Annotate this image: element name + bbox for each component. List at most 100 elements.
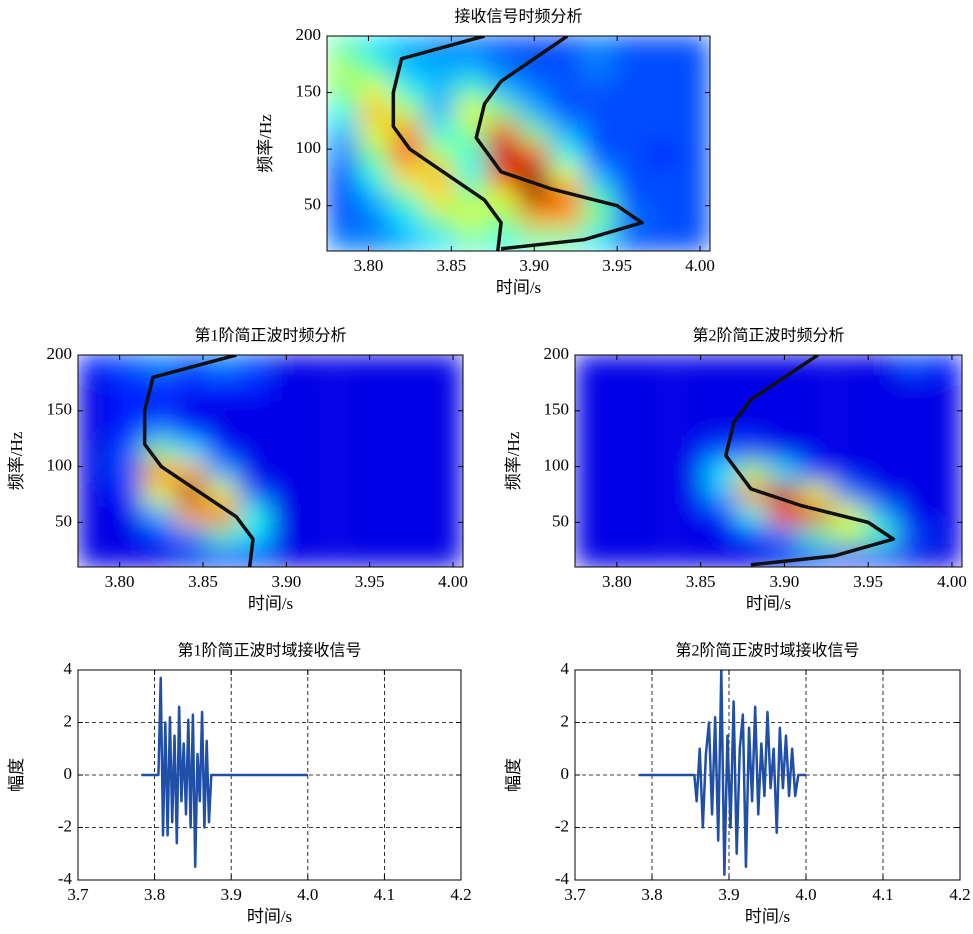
- axes-frame: [77, 354, 464, 568]
- heatmap-cell: [175, 481, 208, 504]
- x-tick-label: 4.2: [949, 885, 970, 904]
- heatmap-cell: [865, 375, 898, 398]
- heatmap-cell: [607, 396, 640, 420]
- subplot: 3.80 3.85 3.90 3.95 4.00 50 100 150 200 接收信号时频分析时…: [256, 8, 715, 297]
- heatmap-cell: [390, 207, 423, 230]
- y-tick-label: -4: [58, 869, 73, 888]
- heatmap-cell: [677, 36, 710, 58]
- heatmap-cell: [398, 460, 431, 483]
- heatmap-cell: [390, 186, 423, 209]
- heatmap-cell: [672, 460, 706, 483]
- heatmap-cell: [175, 418, 208, 441]
- heatmap-cell: [270, 545, 303, 567]
- y-tick-label: -4: [555, 869, 570, 888]
- heatmap-cell: [704, 396, 738, 420]
- heatmap-cell: [736, 396, 769, 420]
- subplot: 3.7 3.8 3.9 4.0 4.1 4.2 -4 -2 0 2 4 第1阶简正波时域接收信号时间/…: [7, 642, 472, 926]
- heatmap-cell: [639, 545, 672, 567]
- heatmap-cell: [799, 396, 833, 420]
- y-tick-label: 0: [64, 764, 73, 783]
- heatmap-cell: [736, 418, 769, 441]
- ridge-line: [474, 36, 644, 251]
- heatmap-cell: [270, 502, 303, 526]
- heatmap-cell: [736, 545, 769, 567]
- heatmap-cell: [704, 481, 738, 504]
- heatmap-cell: [335, 481, 368, 504]
- heatmap-cell: [639, 524, 672, 547]
- heatmap-cell: [141, 545, 175, 567]
- heatmap-cell: [390, 100, 423, 123]
- heatmap-cell: [78, 524, 111, 547]
- heatmap-cell: [423, 207, 456, 230]
- heatmap-cell: [518, 207, 551, 230]
- heatmap-cell: [327, 121, 360, 144]
- heatmap-cell: [366, 524, 400, 547]
- heatmap: [78, 355, 463, 567]
- y-axis-label: 频率/Hz: [504, 431, 523, 490]
- heatmap-cell: [518, 78, 551, 101]
- heatmap-cell: [639, 439, 672, 462]
- heatmap-cell: [833, 396, 867, 420]
- y-tick-label: 2: [64, 711, 73, 730]
- heatmap-cell: [582, 78, 616, 101]
- heatmap-cell: [897, 545, 930, 567]
- x-tick-label: 4.1: [872, 885, 893, 904]
- plot-area: [327, 36, 710, 251]
- plot-area: [78, 355, 463, 567]
- heatmap-cell: [865, 502, 898, 526]
- heatmap-cell: [301, 355, 335, 377]
- heatmap-cell: [672, 396, 706, 420]
- heatmap-cell: [175, 375, 208, 398]
- heatmap-cell: [206, 418, 240, 441]
- heatmap-cell: [454, 121, 488, 144]
- heatmap-cell: [430, 418, 463, 441]
- y-axis-label: 频率/Hz: [256, 114, 275, 173]
- heatmap-cell: [865, 355, 898, 377]
- ridge-line: [391, 36, 503, 251]
- y-tick-label: 4: [561, 659, 570, 678]
- x-tick-label: 3.90: [519, 256, 549, 275]
- y-tick-label: 50: [552, 511, 569, 530]
- heatmap-cell: [672, 418, 706, 441]
- heatmap-cell: [175, 524, 208, 547]
- x-tick-label: 3.85: [436, 256, 466, 275]
- heatmap-cell: [704, 524, 738, 547]
- heatmap-cell: [928, 524, 962, 547]
- heatmap-cell: [110, 545, 143, 567]
- heatmap-cell: [141, 502, 175, 526]
- heatmap-cell: [301, 460, 335, 483]
- heatmap-cell: [238, 481, 271, 504]
- heatmap-cell: [486, 57, 519, 80]
- heatmap-cell: [645, 164, 679, 187]
- heatmap-cell: [928, 355, 962, 377]
- heatmap-cell: [423, 164, 456, 187]
- heatmap-cell: [486, 143, 519, 166]
- heatmap-cell: [301, 396, 335, 420]
- heatmap-cell: [78, 375, 111, 398]
- heatmap-cell: [430, 545, 463, 567]
- heatmap-cell: [366, 502, 400, 526]
- heatmap-cell: [390, 36, 423, 58]
- heatmap-cell: [358, 100, 392, 123]
- ridge-line: [724, 355, 896, 567]
- heatmap-cell: [327, 36, 360, 58]
- heatmap-cell: [704, 439, 738, 462]
- heatmap-cell: [335, 396, 368, 420]
- heatmap-cell: [175, 502, 208, 526]
- y-tick-label: 100: [47, 455, 73, 474]
- heatmap-cell: [672, 545, 706, 567]
- heatmap-cell: [358, 143, 392, 166]
- heatmap-cell: [423, 186, 456, 209]
- heatmap-cell: [897, 502, 930, 526]
- y-tick-label: 200: [47, 344, 73, 363]
- heatmap-cell: [390, 229, 423, 251]
- heatmap-cell: [897, 418, 930, 441]
- heatmap-cell: [454, 229, 488, 251]
- heatmap-cell: [928, 418, 962, 441]
- y-tick-label: 2: [561, 711, 570, 730]
- heatmap-cell: [518, 143, 551, 166]
- heatmap-cell: [645, 78, 679, 101]
- heatmap-cell: [614, 229, 647, 251]
- heatmap-cell: [110, 502, 143, 526]
- y-axis-label: 幅度: [7, 758, 26, 792]
